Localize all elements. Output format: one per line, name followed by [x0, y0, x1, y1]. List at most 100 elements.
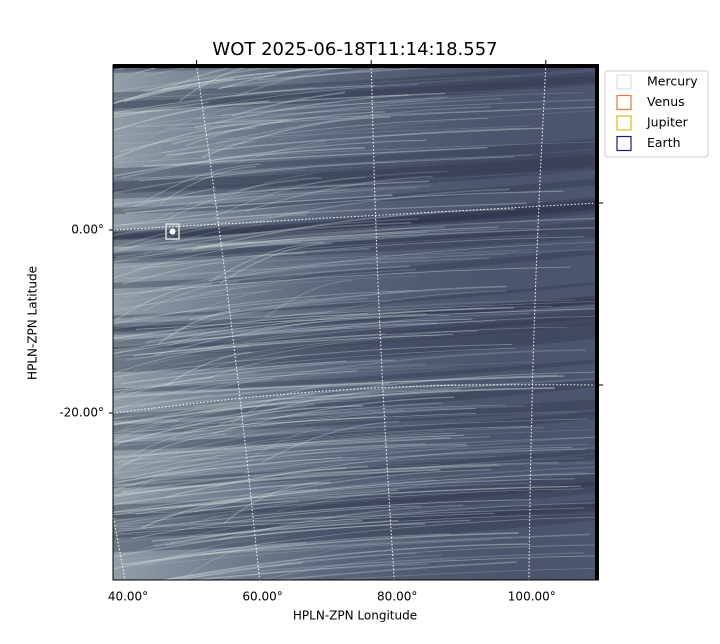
streak	[113, 318, 472, 355]
streak	[216, 106, 491, 144]
dark-band	[113, 333, 598, 373]
axes-frame	[112, 64, 599, 581]
streak	[113, 100, 269, 132]
legend-label: Jupiter	[646, 115, 689, 130]
dark-band	[113, 454, 598, 489]
streak	[197, 99, 598, 120]
streak	[113, 434, 465, 459]
streak	[169, 320, 496, 343]
dark-band	[113, 71, 598, 112]
streak	[207, 241, 598, 282]
streak	[113, 478, 575, 516]
streak	[129, 429, 386, 470]
streak	[190, 127, 519, 169]
dark-band	[113, 399, 598, 435]
streak	[242, 305, 598, 345]
streak	[243, 427, 330, 465]
streak	[113, 376, 213, 402]
streak	[140, 86, 314, 113]
legend-box	[604, 70, 709, 158]
grid-line	[196, 65, 261, 580]
streak	[113, 443, 426, 482]
streak	[125, 329, 478, 361]
streak	[113, 361, 535, 384]
y-axis-label: HPLN-ZPN Latitude	[26, 266, 40, 380]
streak	[113, 405, 363, 446]
streak	[204, 354, 299, 380]
streak	[133, 187, 216, 207]
streak	[182, 217, 598, 253]
streak	[122, 392, 316, 431]
streak	[114, 433, 228, 471]
streak	[150, 432, 456, 469]
legend-label: Mercury	[647, 74, 698, 89]
streak	[220, 96, 448, 117]
streak	[113, 299, 576, 339]
streak	[166, 311, 332, 347]
dark-band	[113, 499, 598, 538]
streak	[128, 65, 248, 100]
streak	[113, 94, 409, 115]
y-tick-label: 0.00°	[71, 223, 104, 237]
streak	[133, 75, 521, 113]
streak	[143, 223, 263, 255]
streak	[113, 78, 234, 105]
dark-band	[113, 281, 598, 319]
streak	[251, 290, 507, 333]
dark-band	[113, 161, 598, 199]
streak	[113, 305, 552, 343]
streak	[131, 505, 422, 540]
streak	[154, 251, 518, 280]
streak	[113, 513, 597, 543]
grid-line	[113, 202, 598, 231]
streak	[170, 326, 567, 367]
streak	[116, 403, 262, 445]
streak	[113, 266, 571, 296]
mercury-marker	[165, 223, 180, 240]
legend-marker	[616, 94, 632, 111]
dark-band	[113, 225, 598, 264]
streak	[130, 533, 450, 567]
dark-band	[113, 154, 598, 194]
streak	[191, 208, 515, 251]
streak	[113, 66, 353, 105]
streak	[200, 300, 598, 321]
streak	[220, 65, 430, 89]
streak	[113, 467, 217, 492]
dark-band	[113, 322, 598, 369]
dark-band	[113, 481, 598, 519]
streak	[135, 106, 598, 128]
streak	[115, 231, 429, 258]
streak	[113, 117, 341, 137]
x-tick-label: 80.00°	[377, 590, 417, 604]
dark-band	[113, 502, 598, 535]
streak	[170, 520, 390, 559]
streak	[145, 96, 311, 140]
streak	[116, 283, 213, 321]
dark-band	[113, 504, 598, 546]
streak	[113, 220, 272, 255]
streak	[168, 552, 586, 580]
streak	[142, 146, 488, 167]
mercury-dot	[169, 228, 176, 235]
dark-band	[113, 473, 598, 515]
streak	[159, 165, 256, 205]
streak	[120, 126, 257, 153]
streak	[169, 108, 541, 130]
streak	[182, 234, 548, 260]
streak	[113, 334, 443, 361]
streak	[113, 512, 495, 535]
streak	[225, 447, 598, 469]
streak	[125, 257, 490, 280]
streak	[214, 436, 598, 457]
dark-band	[113, 248, 598, 289]
dark-band	[113, 358, 598, 393]
streak	[248, 378, 598, 414]
streak	[113, 141, 246, 162]
streak	[192, 410, 405, 431]
streak	[145, 343, 273, 365]
streak	[113, 412, 477, 434]
streak	[174, 461, 598, 494]
streak	[113, 387, 555, 426]
streak	[113, 101, 209, 119]
